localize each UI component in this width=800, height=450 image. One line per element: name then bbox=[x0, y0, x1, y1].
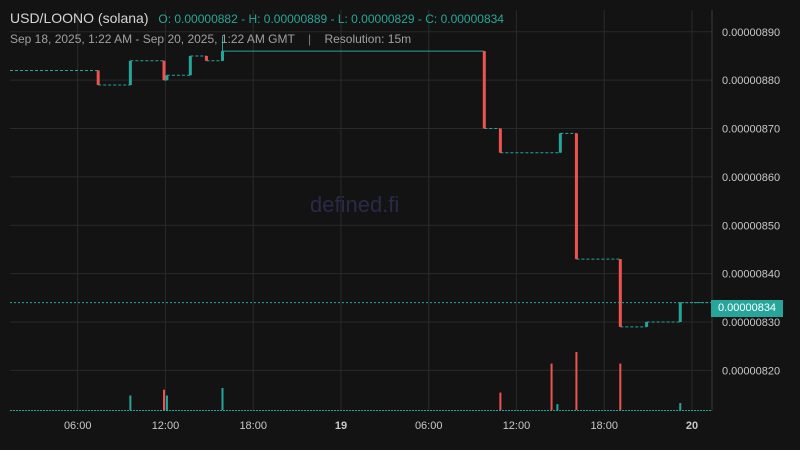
x-tick-label: 19 bbox=[335, 420, 347, 432]
candle-body bbox=[96, 70, 100, 85]
volume-bar bbox=[679, 403, 682, 410]
x-tick-label: 20 bbox=[686, 420, 698, 432]
y-tick-label: 0.00000880 bbox=[722, 75, 780, 87]
volume-bar bbox=[575, 352, 578, 410]
chart-header: USD/LOONO (solana) O: 0.00000882 - H: 0.… bbox=[10, 10, 504, 46]
candle-body bbox=[188, 55, 192, 76]
candle-body bbox=[645, 321, 649, 327]
subtitle-line: Sep 18, 2025, 1:22 AM - Sep 20, 2025, 1:… bbox=[10, 32, 504, 46]
candle-body bbox=[618, 259, 622, 327]
candle-body bbox=[128, 60, 132, 85]
volume-bar bbox=[550, 363, 553, 410]
candle-body bbox=[162, 60, 166, 81]
y-tick-label: 0.00000890 bbox=[722, 27, 780, 39]
volume-bar bbox=[163, 389, 166, 410]
x-tick-label: 12:00 bbox=[152, 420, 180, 432]
candle-body bbox=[498, 128, 502, 153]
y-tick-label: 0.00000850 bbox=[722, 220, 780, 232]
candle-body bbox=[482, 51, 486, 129]
volume-bar bbox=[619, 363, 622, 410]
candle-body bbox=[204, 55, 208, 61]
volume-bar bbox=[556, 404, 559, 410]
volume-bar bbox=[165, 395, 168, 410]
title-line: USD/LOONO (solana) O: 0.00000882 - H: 0.… bbox=[10, 10, 504, 26]
last-price-tag: 0.00000834 bbox=[711, 300, 783, 317]
resolution-label[interactable]: Resolution: 15m bbox=[324, 32, 412, 46]
y-tick-label: 0.00000840 bbox=[722, 269, 780, 281]
volume-bar bbox=[221, 387, 224, 410]
x-tick-label: 06:00 bbox=[415, 420, 443, 432]
x-tick-label: 18:00 bbox=[590, 420, 618, 432]
separator: | bbox=[307, 32, 312, 46]
y-tick-label: 0.00000830 bbox=[722, 317, 780, 329]
candle-body bbox=[678, 302, 682, 322]
candle-body bbox=[221, 51, 225, 61]
time-range: Sep 18, 2025, 1:22 AM - Sep 20, 2025, 1:… bbox=[10, 32, 295, 46]
x-tick-label: 18:00 bbox=[239, 420, 267, 432]
volume-bar bbox=[129, 395, 132, 410]
y-tick-label: 0.00000860 bbox=[722, 172, 780, 184]
x-tick-label: 12:00 bbox=[503, 420, 531, 432]
ohlc-values: O: 0.00000882 - H: 0.00000889 - L: 0.000… bbox=[158, 12, 504, 26]
y-tick-label: 0.00000820 bbox=[722, 365, 780, 377]
volume-bar bbox=[499, 392, 502, 410]
candle-body bbox=[165, 75, 169, 81]
pair-title[interactable]: USD/LOONO (solana) bbox=[10, 10, 149, 26]
candle-body bbox=[558, 133, 562, 153]
watermark: defined.fi bbox=[310, 192, 400, 217]
y-tick-label: 0.00000870 bbox=[722, 124, 780, 136]
candle-body bbox=[574, 133, 578, 260]
x-tick-label: 06:00 bbox=[64, 420, 92, 432]
